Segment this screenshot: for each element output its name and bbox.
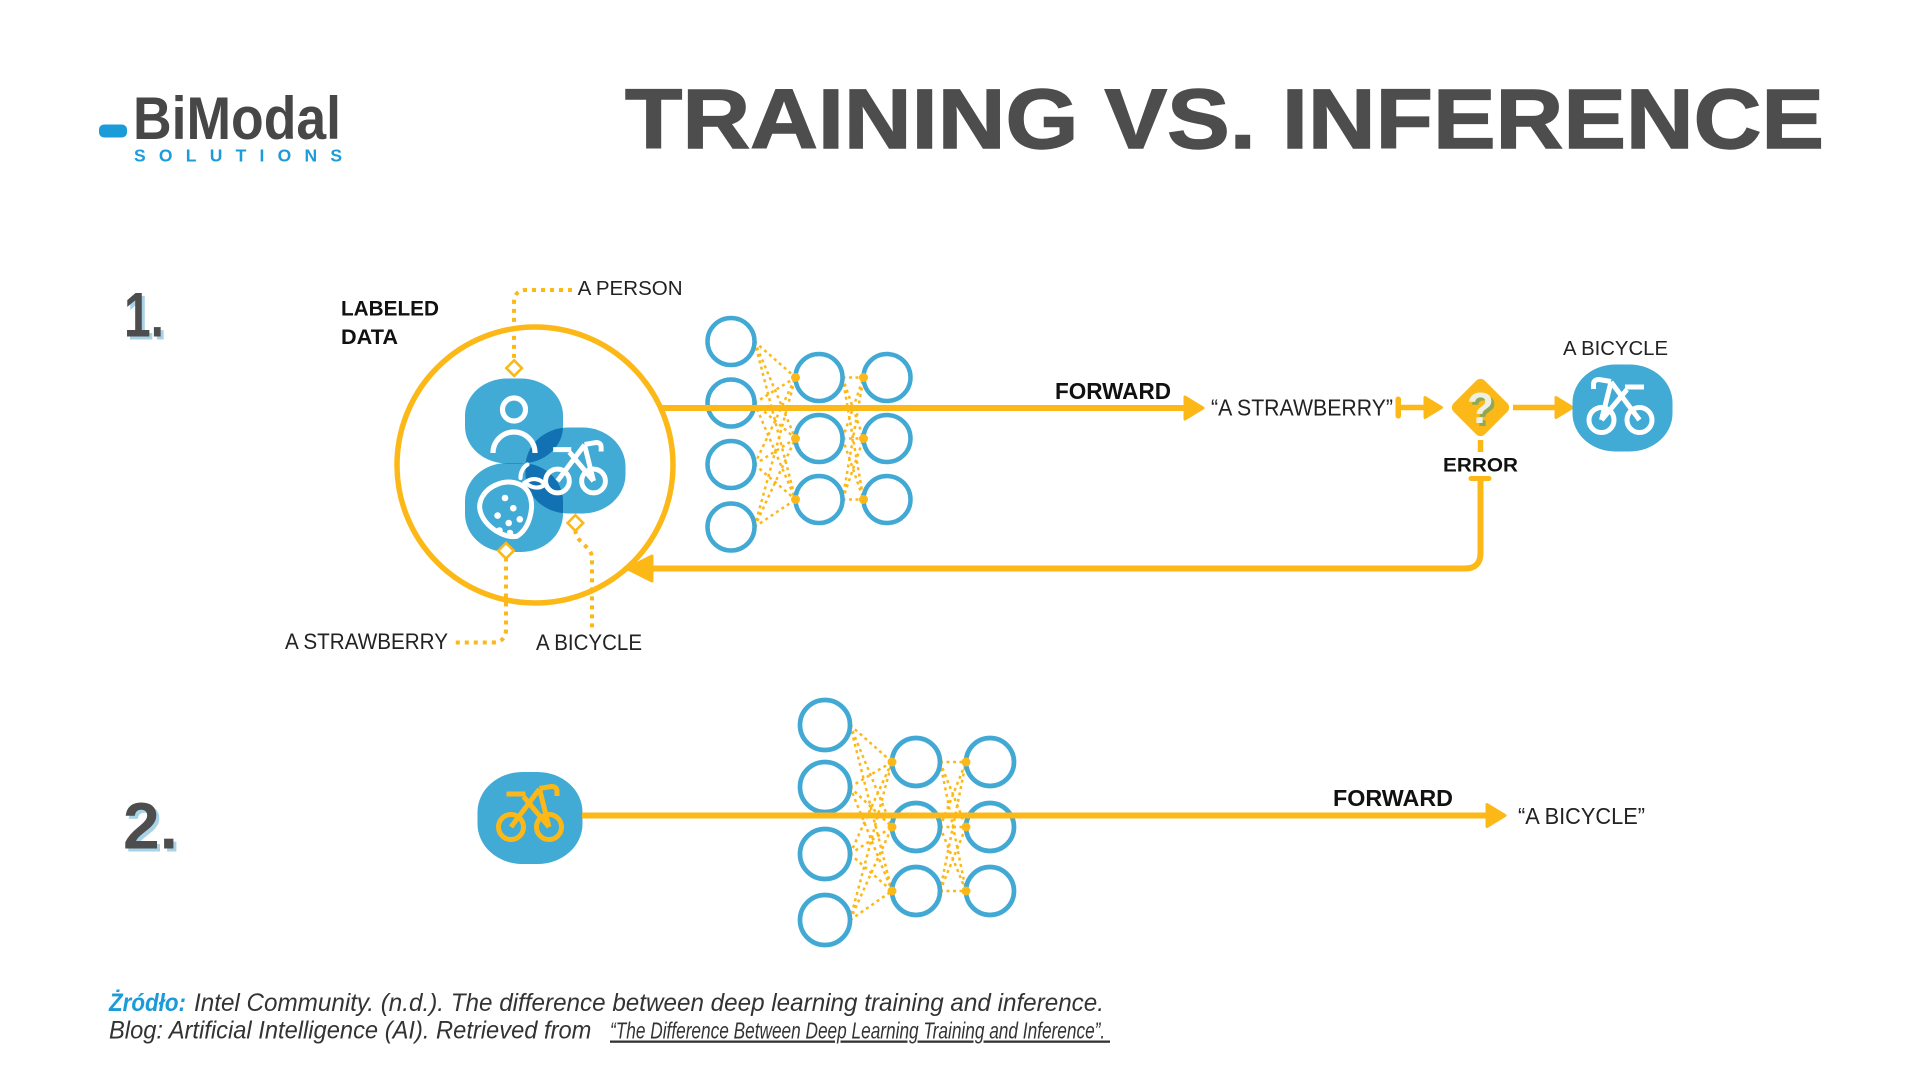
svg-text:FORWARD: FORWARD: [1333, 785, 1453, 811]
svg-text:“A STRAWBERRY”: “A STRAWBERRY”: [1211, 395, 1393, 421]
svg-text:DATA: DATA: [341, 326, 398, 349]
svg-text:A STRAWBERRY: A STRAWBERRY: [285, 629, 448, 654]
svg-text:1.: 1.: [127, 284, 167, 354]
svg-text:SOLUTIONS: SOLUTIONS: [134, 146, 342, 166]
svg-text:“A BICYCLE”: “A BICYCLE”: [1518, 803, 1645, 829]
svg-text:Blog: Artificial Intelligence: Blog: Artificial Intelligence (AI). Retr…: [109, 1017, 598, 1045]
svg-text:Żródło:: Żródło:: [108, 989, 186, 1017]
svg-text:“The Difference Between Deep L: “The Difference Between Deep Learning Tr…: [610, 1018, 1110, 1044]
svg-text:A PERSON: A PERSON: [578, 278, 683, 300]
svg-text:ERROR: ERROR: [1443, 456, 1518, 477]
svg-text:Intel Community. (n.d.). The d: Intel Community. (n.d.). The difference …: [194, 989, 1104, 1017]
svg-text:TRAINING VS. INFERENCE: TRAINING VS. INFERENCE: [625, 72, 1824, 166]
svg-text:FORWARD: FORWARD: [1055, 378, 1171, 404]
svg-text:?: ?: [1470, 387, 1497, 436]
svg-text:A BICYCLE: A BICYCLE: [536, 630, 642, 655]
svg-text:A BICYCLE: A BICYCLE: [1563, 337, 1668, 360]
svg-text:1.: 1.: [124, 281, 164, 351]
svg-text:LABELED: LABELED: [341, 297, 439, 320]
svg-text:2.: 2.: [126, 793, 181, 866]
svg-text:2.: 2.: [123, 790, 178, 863]
svg-text:BiModal: BiModal: [133, 84, 341, 152]
svg-text:?: ?: [1467, 384, 1494, 433]
